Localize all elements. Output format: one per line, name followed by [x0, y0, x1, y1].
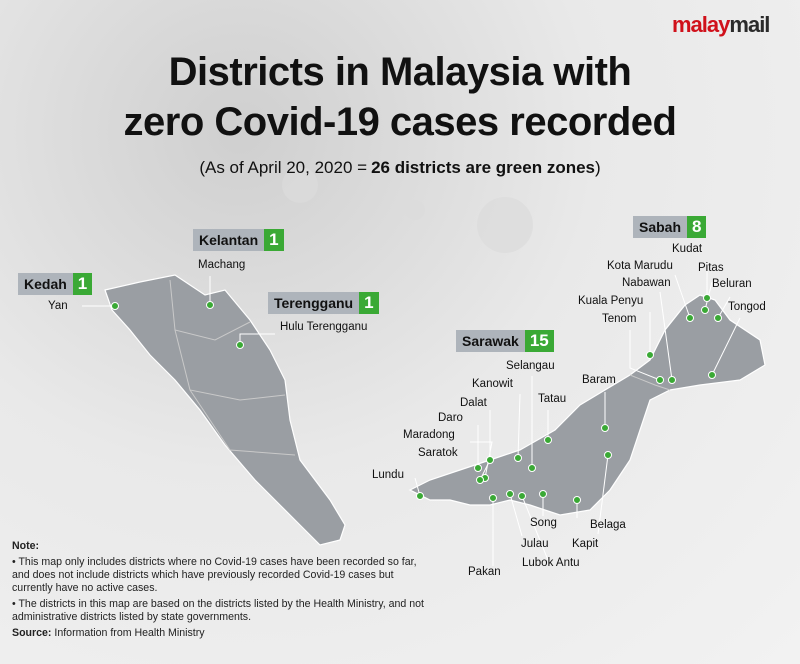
state-badge: Terengganu 1 — [268, 292, 379, 314]
source-label: Source: — [12, 627, 52, 639]
subtitle-text: ) — [595, 158, 601, 177]
district-label: Yan — [48, 300, 68, 312]
district-label: Kudat — [672, 243, 703, 255]
subtitle-bold: 26 districts are green zones — [371, 158, 595, 177]
district-label: Selangau — [506, 360, 555, 372]
state-badge: Kelantan 1 — [193, 229, 284, 251]
source: Source: Information from Health Ministry — [12, 627, 432, 640]
state-borders — [189, 389, 296, 456]
state-count: 1 — [72, 273, 93, 295]
state-name: Sabah — [633, 216, 688, 238]
brand-part: malay — [672, 12, 730, 37]
borneo-malaysia — [408, 294, 766, 516]
state-name: Kedah — [18, 273, 73, 295]
district-label: Pitas — [698, 262, 724, 274]
brand-logo: malaymail — [672, 12, 770, 38]
virus-decor — [282, 167, 533, 253]
district-label: Tatau — [538, 393, 567, 405]
district-label: Dalat — [460, 397, 487, 409]
state-count: 15 — [524, 330, 554, 352]
district-label: Pakan — [468, 566, 501, 578]
district-label: Nabawan — [622, 277, 671, 289]
state-borders — [169, 279, 251, 341]
district-label: Song — [530, 517, 557, 529]
district-dots — [111, 294, 722, 504]
state-name: Sarawak — [456, 330, 525, 352]
note: Note: • This map only includes districts… — [12, 540, 432, 643]
note-heading: Note: — [12, 540, 40, 552]
state-badge: Sabah 8 — [633, 216, 707, 238]
district-label: Kuala Penyu — [578, 295, 644, 307]
note-item: • The districts in this map are based on… — [12, 598, 424, 623]
district-label: Baram — [582, 374, 616, 386]
district-label: Saratok — [418, 447, 458, 459]
note-item: • This map only includes districts where… — [12, 556, 417, 594]
state-borders — [629, 374, 671, 391]
leader-lines — [82, 262, 741, 566]
subtitle-text: (As of April 20, 2020 = — [199, 158, 368, 177]
title-line: zero Covid-19 cases recorded — [123, 100, 677, 144]
source-text: Information from Health Ministry — [54, 627, 205, 639]
district-label: Lubok Antu — [522, 557, 580, 569]
district-label: Daro — [438, 412, 463, 424]
state-count: 1 — [359, 292, 379, 314]
district-label: Kanowit — [472, 378, 513, 390]
state-badge: Kedah 1 — [18, 273, 93, 295]
subtitle: (As of April 20, 2020 = 26 districts are … — [0, 158, 800, 178]
district-label: Kota Marudu — [607, 260, 673, 272]
peninsular-malaysia — [104, 274, 346, 546]
brand-part: mail — [729, 12, 770, 37]
state-count: 1 — [264, 229, 284, 251]
district-label: Beluran — [712, 278, 752, 290]
district-label: Julau — [521, 538, 549, 550]
district-label: Hulu Terengganu — [280, 321, 368, 333]
district-label: Tenom — [602, 313, 637, 325]
district-label: Belaga — [590, 519, 626, 531]
state-count: 8 — [687, 216, 707, 238]
state-name: Terengganu — [268, 292, 360, 314]
state-borders — [174, 329, 286, 401]
district-label: Maradong — [403, 429, 455, 441]
district-label: Lundu — [372, 469, 404, 481]
state-name: Kelantan — [193, 229, 265, 251]
district-label: Machang — [198, 259, 246, 271]
district-label: Kapit — [572, 538, 599, 550]
district-label: Tongod — [728, 301, 766, 313]
title-line: Districts in Malaysia with — [168, 50, 632, 94]
state-badge: Sarawak 15 — [456, 330, 554, 352]
